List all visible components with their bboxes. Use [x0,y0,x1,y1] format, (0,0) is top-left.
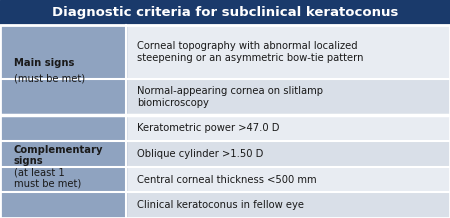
Bar [0,0,450,25]
Text: Central corneal thickness <500 mm: Central corneal thickness <500 mm [137,175,317,184]
Text: Keratometric power >47.0 D: Keratometric power >47.0 D [137,123,280,133]
Bar [126,167,450,192]
Bar [126,141,450,167]
Text: signs: signs [14,156,43,166]
Text: Normal-appearing cornea on slitlamp
biomicroscopy: Normal-appearing cornea on slitlamp biom… [137,86,323,108]
Text: Corneal topography with abnormal localized
steepening or an asymmetric bow-tie p: Corneal topography with abnormal localiz… [137,41,364,63]
Text: must be met): must be met) [14,178,81,188]
Bar [0,25,450,218]
Text: Clinical keratoconus in fellow eye: Clinical keratoconus in fellow eye [137,200,304,210]
Text: (at least 1: (at least 1 [14,167,64,177]
Bar [0,25,126,115]
Text: Oblique cylinder >1.50 D: Oblique cylinder >1.50 D [137,149,264,159]
Text: Diagnostic criteria for subclinical keratoconus: Diagnostic criteria for subclinical kera… [52,6,398,19]
Text: Main signs: Main signs [14,58,74,68]
Bar [0,115,126,218]
Text: (must be met): (must be met) [14,74,85,84]
Bar [126,25,450,79]
Bar [126,192,450,218]
Bar [126,79,450,115]
Bar [126,115,450,141]
Text: Complementary: Complementary [14,145,103,155]
